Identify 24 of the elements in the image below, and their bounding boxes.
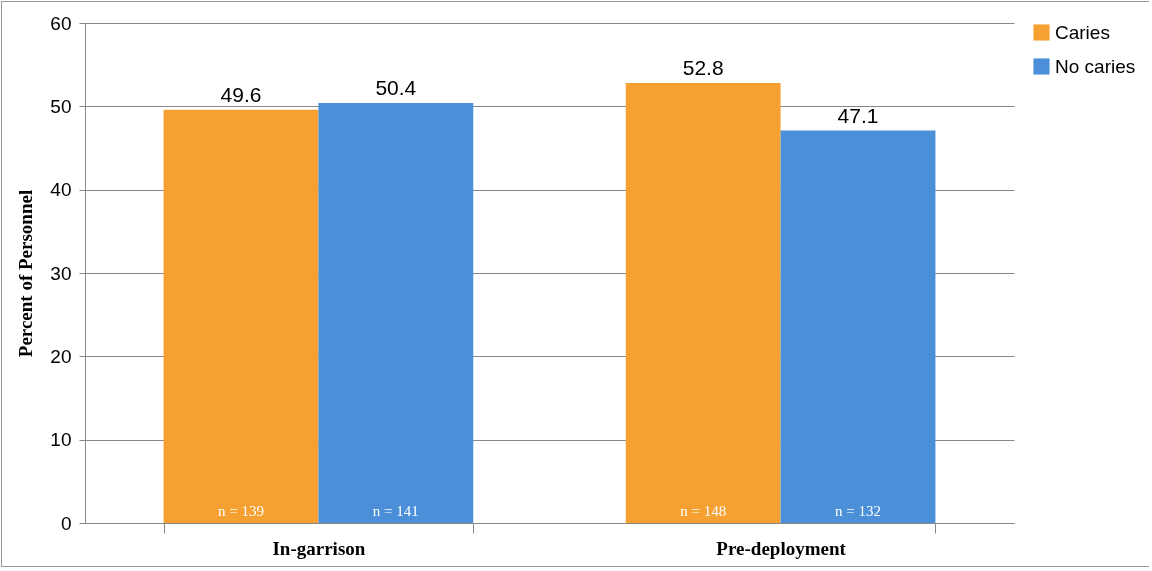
annotation: n = 139 (218, 503, 264, 519)
data-label: 47.1 (837, 103, 879, 127)
bar (625, 83, 781, 523)
y-tick-label: 10 (50, 429, 72, 451)
bar (163, 109, 319, 523)
bar (780, 130, 936, 523)
data-label: 49.6 (220, 82, 262, 106)
y-tick-label: 60 (50, 12, 72, 34)
annotation: n = 132 (835, 503, 881, 519)
y-tick-label: 20 (50, 345, 72, 367)
legend-label: Caries (1055, 21, 1110, 43)
y-tick-label: 30 (50, 262, 72, 284)
legend-label: No caries (1055, 55, 1136, 77)
annotation: n = 148 (680, 503, 727, 519)
x-tick-label: In-garrison (272, 537, 366, 559)
y-tick-label: 40 (50, 179, 72, 201)
y-tick-label: 50 (50, 95, 72, 117)
x-tick-label: Pre-deployment (716, 537, 847, 559)
data-label: 50.4 (375, 76, 417, 99)
data-label: 52.8 (682, 56, 724, 79)
annotation: n = 141 (372, 503, 419, 519)
y-axis-title: Percent of Personnel (15, 189, 37, 358)
y-tick-label: 0 (60, 512, 72, 534)
bar (318, 103, 474, 523)
